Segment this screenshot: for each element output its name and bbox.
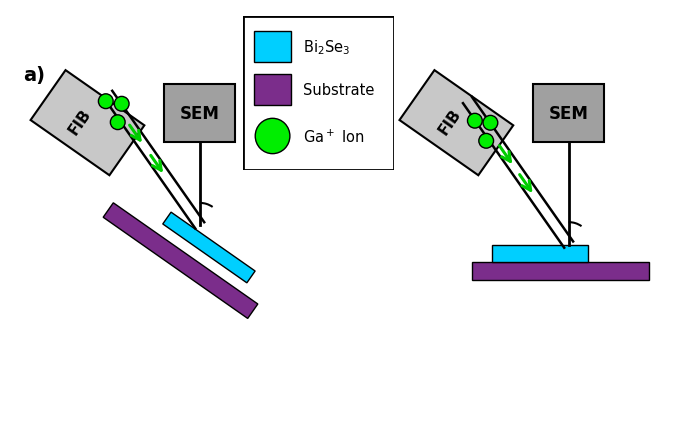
Bar (534, 85, 604, 143)
Text: SEM: SEM (549, 105, 588, 123)
Circle shape (467, 114, 482, 129)
Circle shape (110, 115, 125, 130)
Circle shape (479, 134, 494, 149)
Text: FIB: FIB (65, 106, 94, 137)
Polygon shape (399, 71, 513, 176)
Circle shape (114, 97, 129, 112)
Text: Bi$_2$Se$_3$: Bi$_2$Se$_3$ (303, 38, 351, 57)
Text: Substrate: Substrate (303, 83, 375, 98)
Text: Ga$^+$ Ion: Ga$^+$ Ion (303, 128, 365, 145)
Polygon shape (31, 71, 145, 176)
Bar (253, 32, 291, 63)
Bar (492, 245, 588, 262)
Text: FIB: FIB (436, 106, 464, 137)
Bar (473, 262, 649, 280)
Polygon shape (103, 203, 258, 319)
Text: a): a) (23, 66, 45, 85)
Circle shape (483, 116, 498, 131)
Circle shape (256, 119, 290, 154)
Polygon shape (163, 213, 255, 283)
Text: b): b) (360, 66, 383, 85)
Circle shape (99, 95, 113, 109)
Bar (164, 85, 235, 143)
Bar (253, 75, 291, 106)
Text: SEM: SEM (180, 105, 220, 123)
